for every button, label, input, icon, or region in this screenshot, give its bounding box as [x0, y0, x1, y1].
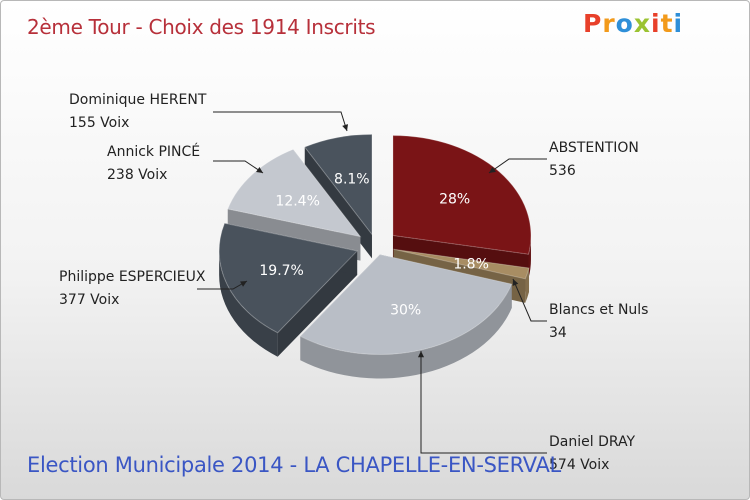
label-annick-pince-value: 238 Voix: [107, 167, 168, 183]
logo-letter: i: [673, 9, 684, 38]
label-abstention: ABSTENTION 536: [549, 137, 639, 183]
label-blancs-nuls-name: Blancs et Nuls: [549, 302, 649, 318]
pie-percent-label: 28%: [439, 192, 470, 208]
pie-slice-rim: [525, 268, 530, 303]
logo-letter: t: [660, 9, 674, 38]
chart-title: 2ème Tour - Choix des 1914 Inscrits: [27, 15, 376, 39]
label-dominique-herent: Dominique HERENT 155 Voix: [69, 89, 206, 135]
pie-slice-daniel-dray[interactable]: [299, 253, 513, 356]
leader-line: [420, 351, 547, 454]
label-dominique-herent-value: 155 Voix: [69, 115, 130, 131]
label-annick-pince: Annick PINCÉ 238 Voix: [107, 141, 200, 187]
pie-slice-philippe-espercieux[interactable]: [218, 222, 359, 334]
label-philippe-espercieux: Philippe ESPERCIEUX 377 Voix: [59, 266, 205, 312]
label-daniel-dray: Daniel DRAY 574 Voix: [549, 431, 635, 477]
leader-arrowhead: [512, 279, 519, 286]
label-daniel-dray-name: Daniel DRAY: [549, 434, 636, 450]
leader-line: [512, 278, 547, 322]
label-blancs-nuls: Blancs et Nuls 34: [549, 299, 648, 345]
label-philippe-espercieux-name: Philippe ESPERCIEUX: [59, 269, 206, 285]
pie-percent-label: 1.8%: [453, 256, 489, 272]
leader-arrowhead: [417, 351, 425, 358]
pie-slice-blancs-et-nuls[interactable]: [393, 248, 530, 280]
logo-letter: o: [615, 9, 634, 38]
pie-percent-label: 12.4%: [275, 194, 319, 210]
label-philippe-espercieux-value: 377 Voix: [59, 292, 120, 308]
leader-arrowhead: [342, 124, 349, 131]
pie-slice-abstention[interactable]: [392, 134, 532, 255]
label-blancs-nuls-value: 34: [549, 325, 567, 341]
pie-slice-dominique-herent[interactable]: [303, 133, 373, 236]
leader-arrowhead: [489, 166, 496, 173]
pie-slice-rim: [528, 235, 531, 279]
pie-slice-rim: [300, 284, 512, 379]
label-abstention-name: ABSTENTION: [549, 140, 639, 156]
logo-letter: P: [583, 9, 603, 38]
label-annick-pince-name: Annick PINCÉ: [107, 144, 201, 160]
logo-letter: r: [602, 9, 616, 38]
pie-slice-side: [277, 250, 358, 357]
label-abstention-value: 536: [549, 163, 576, 179]
pie-percent-label: 30%: [390, 302, 421, 318]
proxiti-logo[interactable]: Proxiti: [583, 9, 683, 38]
pie-percent-label: 8.1%: [334, 171, 370, 187]
leader-arrowhead: [240, 281, 247, 287]
label-dominique-herent-name: Dominique HERENT: [69, 92, 207, 108]
label-daniel-dray-value: 574 Voix: [549, 457, 610, 473]
leader-arrowhead: [256, 166, 263, 173]
logo-letter: i: [651, 9, 661, 38]
leader-line: [213, 111, 348, 132]
pie-percent-label: 19.7%: [259, 263, 303, 279]
pie-slice-rim: [219, 250, 278, 357]
election-subtitle: Election Municipale 2014 - LA CHAPELLE-E…: [27, 453, 561, 477]
logo-letter: x: [633, 9, 651, 38]
leader-line: [213, 160, 264, 174]
leader-line: [488, 158, 547, 174]
